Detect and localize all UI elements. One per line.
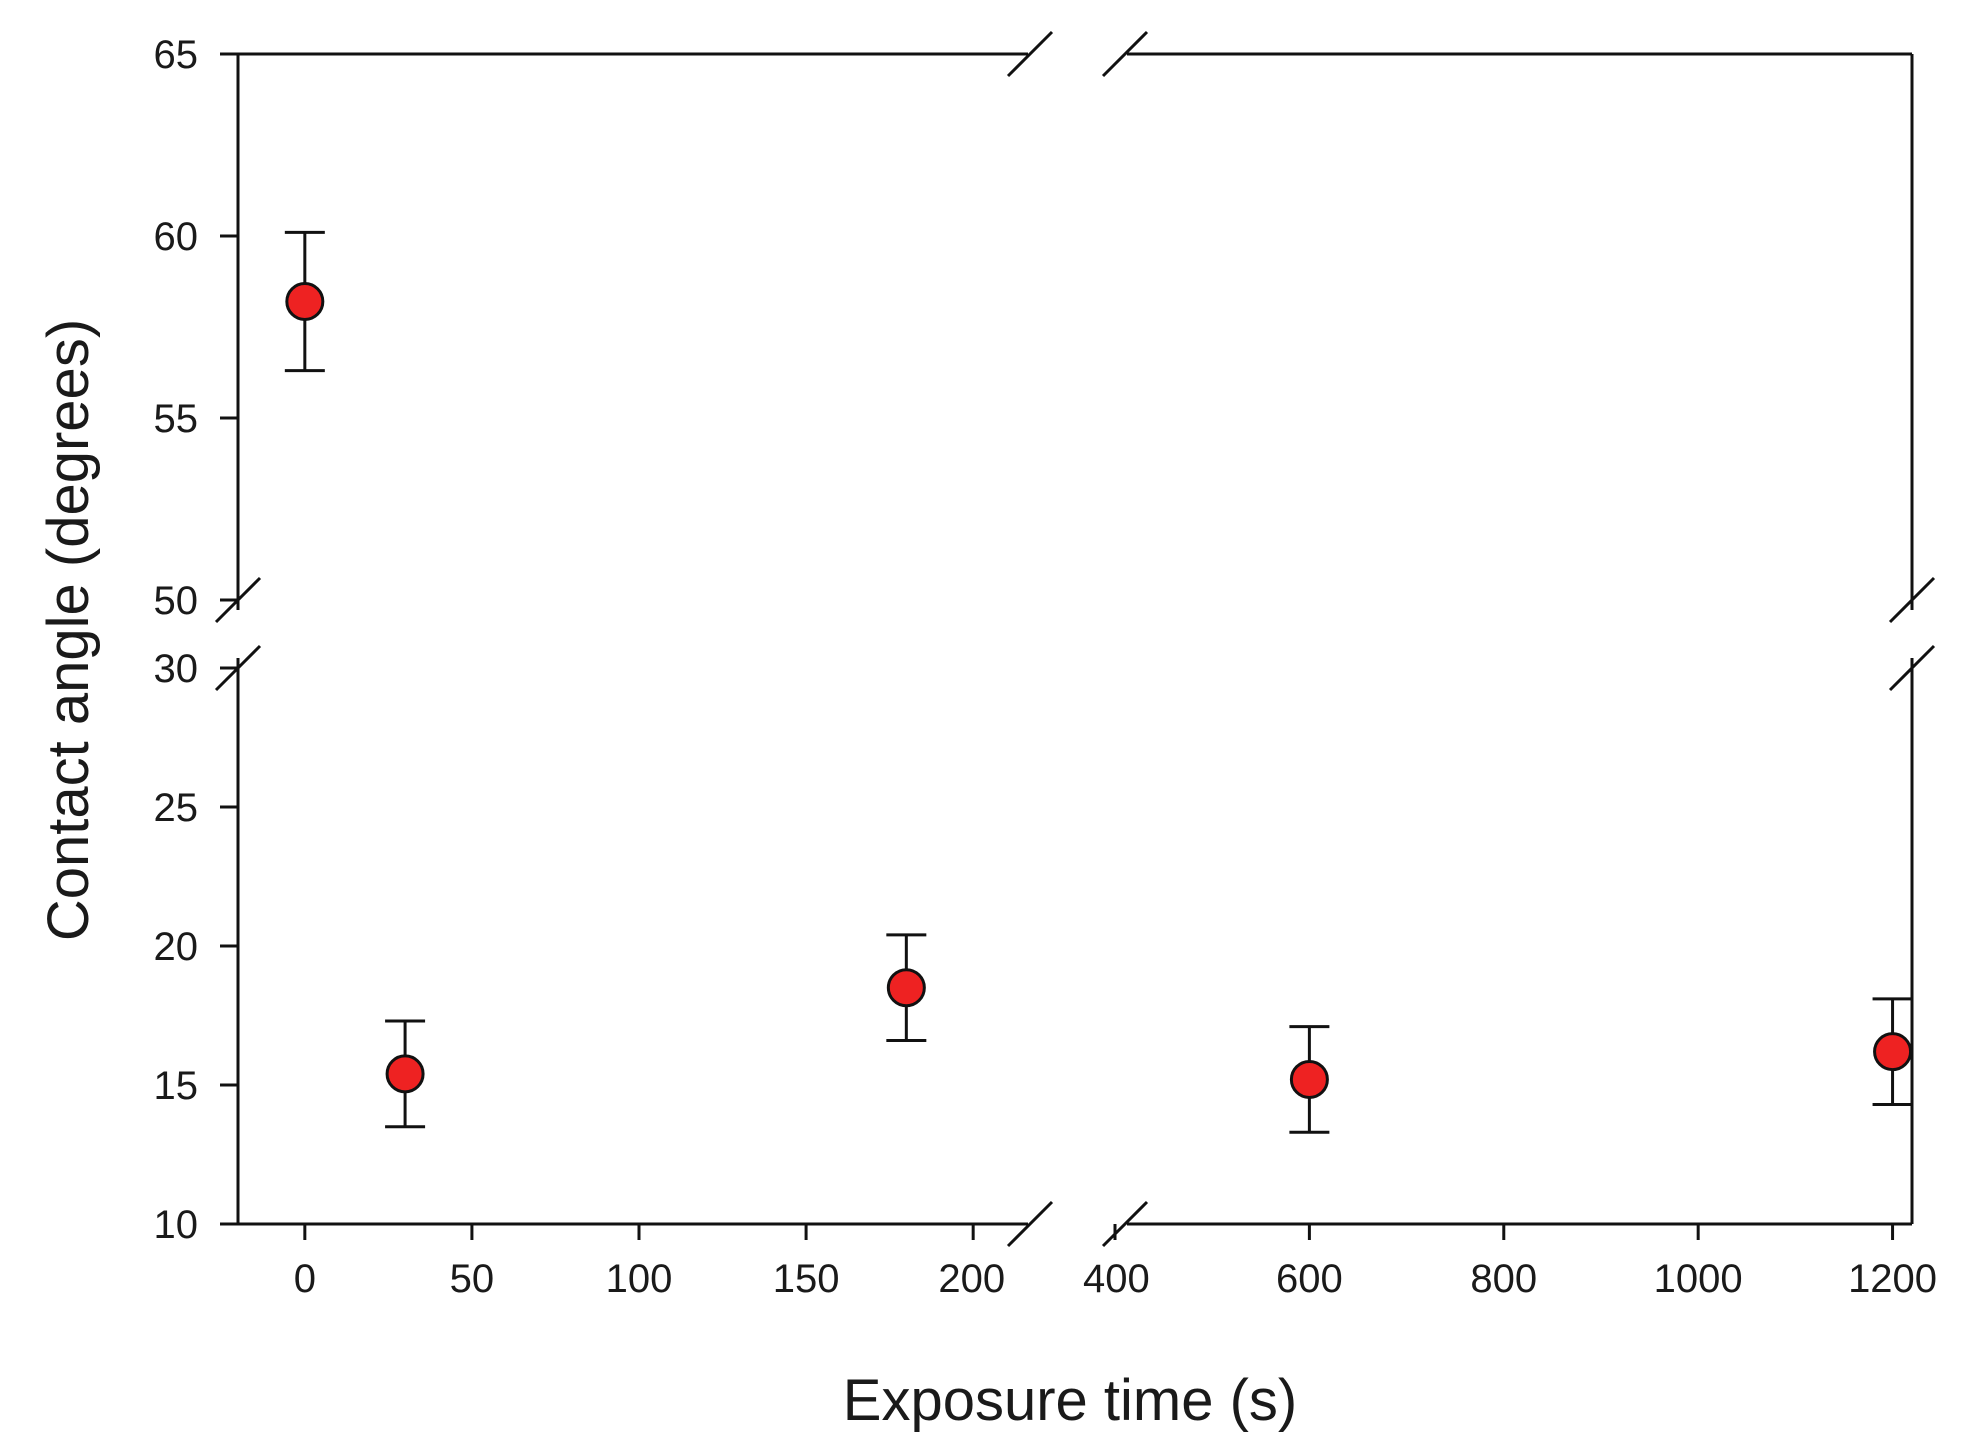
y-tick-label: 65 — [154, 33, 199, 77]
y-axis-title: Contact angle (degrees) — [36, 319, 101, 941]
data-marker — [385, 1054, 425, 1094]
x-axis-title: Exposure time (s) — [843, 1368, 1297, 1433]
x-break-mark-top-left — [1006, 30, 1054, 78]
x-tick-label: 1000 — [1654, 1257, 1743, 1301]
y-axis-ticks: 10 15 20 25 30 50 55 60 65 — [154, 33, 238, 1247]
y-break-mark-left-upper — [214, 576, 262, 624]
y-break-mark-right-lower — [1888, 644, 1936, 692]
plot-frame — [236, 52, 1914, 1226]
data-point — [284, 230, 325, 373]
data-marker — [285, 282, 325, 322]
x-tick-label: 50 — [450, 1257, 495, 1301]
x-tick-label: 1200 — [1848, 1257, 1937, 1301]
y-tick-label: 15 — [154, 1064, 199, 1108]
x-break-mark-top-right — [1101, 30, 1149, 78]
data-marker — [1289, 1059, 1329, 1099]
x-tick-label: 100 — [606, 1257, 673, 1301]
y-break-mark-left-lower — [214, 644, 262, 692]
x-break-mark-bottom-left — [1006, 1200, 1054, 1248]
y-tick-label: 50 — [154, 579, 199, 623]
x-tick-label: 150 — [773, 1257, 840, 1301]
y-tick-label: 30 — [154, 647, 199, 691]
x-tick-label: 0 — [294, 1257, 316, 1301]
data-point — [886, 933, 927, 1043]
y-tick-label: 60 — [154, 215, 199, 259]
x-break-mark-bottom-right — [1101, 1200, 1149, 1248]
x-tick-label: 400 — [1083, 1257, 1150, 1301]
y-tick-label: 55 — [154, 397, 199, 441]
data-marker — [1873, 1032, 1913, 1072]
y-tick-label: 10 — [154, 1203, 199, 1247]
x-axis-ticks: 0 50 100 150 200 400 600 800 1000 1200 — [294, 1224, 1937, 1301]
x-tick-label: 600 — [1276, 1257, 1343, 1301]
data-point — [1289, 1025, 1330, 1134]
y-tick-label: 25 — [154, 786, 199, 830]
data-points — [284, 230, 1913, 1134]
data-point — [385, 1019, 426, 1129]
y-break-mark-right-upper — [1888, 576, 1936, 624]
x-tick-label: 200 — [938, 1257, 1005, 1301]
axis-break-marks — [214, 30, 1936, 1248]
x-tick-label: 800 — [1470, 1257, 1537, 1301]
data-marker — [886, 968, 926, 1008]
y-tick-label: 20 — [154, 925, 199, 969]
data-point — [1872, 997, 1913, 1106]
